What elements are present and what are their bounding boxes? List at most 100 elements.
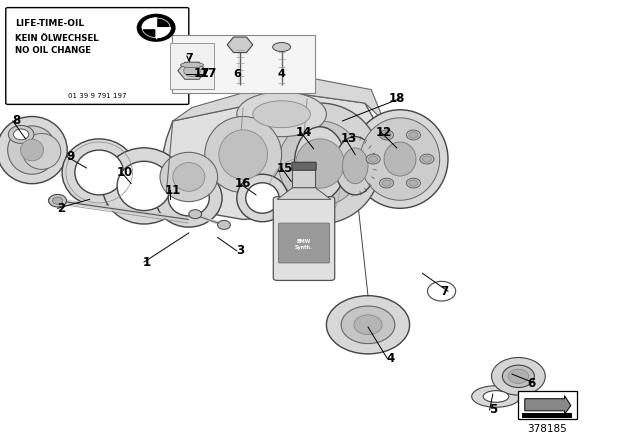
Polygon shape [173,76,384,121]
Ellipse shape [335,137,376,195]
Ellipse shape [483,391,509,402]
Ellipse shape [354,315,382,335]
Circle shape [420,154,434,164]
Ellipse shape [8,125,34,143]
Text: 2: 2 [57,202,65,215]
FancyBboxPatch shape [6,8,189,104]
Polygon shape [277,187,331,199]
Circle shape [184,65,200,77]
Ellipse shape [253,101,310,128]
Ellipse shape [259,103,381,224]
Ellipse shape [8,126,56,174]
Text: 17: 17 [193,67,210,81]
Text: 4: 4 [387,352,394,365]
Circle shape [49,194,67,207]
Circle shape [218,220,230,229]
Circle shape [369,156,378,162]
Ellipse shape [492,358,545,395]
Text: 12: 12 [376,125,392,139]
Polygon shape [525,396,571,414]
Circle shape [406,130,420,140]
Ellipse shape [278,121,362,206]
Ellipse shape [342,148,368,184]
FancyBboxPatch shape [273,197,335,280]
Ellipse shape [472,386,520,407]
Text: 6: 6 [233,69,241,79]
Ellipse shape [168,180,209,216]
Circle shape [366,154,380,164]
Ellipse shape [273,43,291,52]
Circle shape [428,281,456,301]
Ellipse shape [278,167,330,216]
Ellipse shape [219,130,268,179]
Circle shape [380,130,394,140]
Circle shape [409,180,418,186]
Circle shape [382,132,391,138]
Ellipse shape [352,110,448,208]
Text: 16: 16 [235,177,252,190]
Circle shape [189,210,202,219]
Text: 7: 7 [441,284,449,298]
Text: 10: 10 [116,166,133,179]
Ellipse shape [341,306,395,344]
Circle shape [52,197,63,204]
Circle shape [409,132,418,138]
Ellipse shape [205,116,282,193]
Text: BMW
Synth.: BMW Synth. [295,239,313,250]
Circle shape [380,178,394,188]
Ellipse shape [62,139,136,206]
Ellipse shape [296,139,344,188]
Ellipse shape [13,129,29,140]
Ellipse shape [20,139,44,161]
Text: 15: 15 [276,161,293,175]
Polygon shape [156,28,170,38]
Ellipse shape [22,134,61,169]
Text: NO OIL CHANGE: NO OIL CHANGE [15,46,92,55]
Ellipse shape [246,183,279,213]
Text: 14: 14 [296,125,312,139]
Text: 378185: 378185 [527,424,567,434]
Ellipse shape [173,163,205,191]
FancyBboxPatch shape [172,35,315,93]
Ellipse shape [237,92,326,137]
Text: 6: 6 [527,376,535,390]
Text: 1: 1 [143,255,151,269]
Circle shape [138,15,174,40]
Text: LIFE-TIME-OIL: LIFE-TIME-OIL [15,19,84,28]
Ellipse shape [304,140,336,187]
Ellipse shape [294,127,346,200]
FancyBboxPatch shape [278,223,330,263]
FancyBboxPatch shape [292,169,316,188]
Ellipse shape [0,116,67,184]
Text: 5: 5 [489,403,497,417]
Ellipse shape [180,62,204,68]
FancyBboxPatch shape [518,391,577,419]
Ellipse shape [384,142,416,176]
Ellipse shape [326,296,410,354]
Circle shape [406,178,420,188]
Ellipse shape [156,169,222,227]
Ellipse shape [502,365,534,388]
Text: 3: 3 [236,244,244,258]
Ellipse shape [117,161,171,211]
Polygon shape [160,94,378,220]
Circle shape [422,156,431,162]
FancyBboxPatch shape [292,162,316,170]
Text: 8: 8 [12,114,20,128]
Ellipse shape [75,150,124,195]
Ellipse shape [360,118,440,200]
Text: 9: 9 [67,150,74,164]
Text: 13: 13 [340,132,357,146]
FancyBboxPatch shape [170,43,214,89]
Text: 7: 7 [185,53,193,63]
Text: 4: 4 [278,69,285,79]
Text: KEIN ÖLWECHSEL: KEIN ÖLWECHSEL [15,34,99,43]
Circle shape [382,180,391,186]
Text: 17: 17 [199,67,217,81]
Ellipse shape [102,148,186,224]
Ellipse shape [508,369,529,383]
Ellipse shape [237,174,288,222]
Text: 18: 18 [388,92,405,105]
Text: 11: 11 [164,184,181,197]
Ellipse shape [160,152,218,202]
